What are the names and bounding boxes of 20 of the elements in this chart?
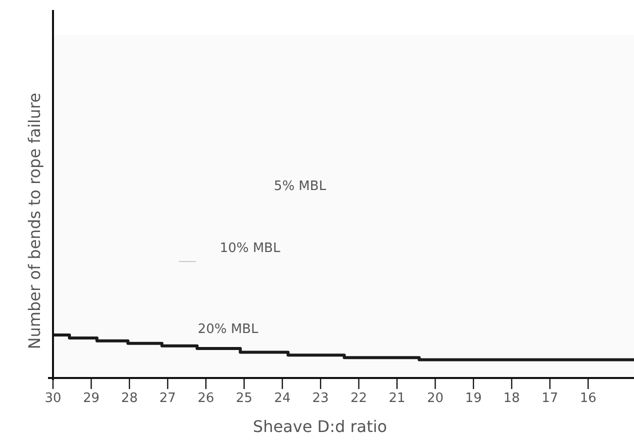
- x-tick-label: 29: [82, 391, 100, 406]
- x-tick-label: 25: [236, 391, 252, 406]
- text: 5% MBL: [274, 179, 327, 194]
- x-tick-label: 27: [159, 391, 176, 406]
- x-tick-label: 18: [503, 391, 520, 406]
- x-tick-label: 17: [542, 391, 558, 406]
- x-tick-label: 19: [465, 391, 482, 406]
- x-axis-title: Sheave D:d ratio: [252, 417, 388, 436]
- x-tick-label: 30: [44, 391, 62, 406]
- x-tick-label: 26: [198, 391, 214, 406]
- x-tick-label: 24: [274, 391, 291, 406]
- x-tick-label: 20: [426, 391, 444, 406]
- annotation: 20% MBL: [198, 322, 259, 337]
- text: 10% MBL: [220, 241, 281, 256]
- x-tick-label: 28: [121, 391, 138, 406]
- x-tick-label: 23: [312, 391, 329, 406]
- x-tick-label: 16: [580, 391, 596, 406]
- x-tick-label: 22: [350, 391, 368, 406]
- x-tick-label: 21: [388, 391, 406, 406]
- y-axis-title: Number of bends to rope failure: [25, 92, 44, 350]
